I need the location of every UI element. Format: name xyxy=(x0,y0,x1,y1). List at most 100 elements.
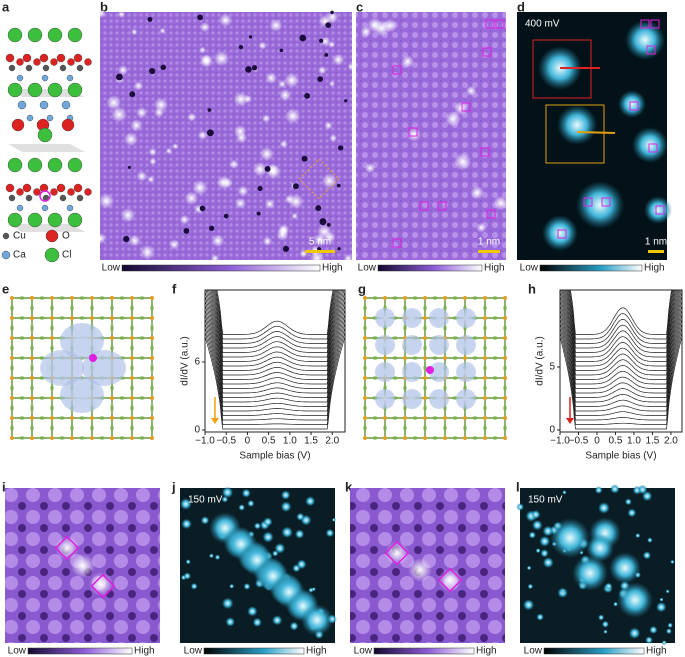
atom xyxy=(27,157,43,173)
spectrum xyxy=(560,300,682,394)
o xyxy=(423,405,427,411)
o xyxy=(412,296,418,300)
o xyxy=(432,296,438,300)
stm-image: 150 mV xyxy=(516,484,675,646)
orbital-lobe xyxy=(456,335,476,355)
o xyxy=(432,416,438,420)
o xyxy=(503,345,507,351)
o xyxy=(110,425,114,431)
bright-spot xyxy=(281,526,294,539)
o xyxy=(492,436,498,440)
orbital-lobe xyxy=(375,389,395,409)
x-axis-label: Sample bias (V) xyxy=(239,451,310,462)
dark-spot xyxy=(238,44,244,50)
cu xyxy=(363,296,367,300)
bright-spot xyxy=(438,568,462,592)
spectrum xyxy=(208,290,342,371)
marker xyxy=(480,147,490,157)
bright-spot xyxy=(647,537,653,543)
atom xyxy=(1,250,11,260)
o xyxy=(372,356,378,360)
o xyxy=(119,316,125,320)
bright-spot xyxy=(247,606,258,617)
bright-spot xyxy=(279,140,288,149)
bright-spot xyxy=(95,232,107,244)
lds-blob xyxy=(644,196,672,224)
spectrum xyxy=(566,290,676,353)
o xyxy=(70,305,74,311)
o xyxy=(483,305,487,311)
atom xyxy=(42,64,50,72)
o xyxy=(363,305,367,311)
cu xyxy=(50,316,54,320)
atom xyxy=(16,188,24,196)
y-tick-label: 5 xyxy=(549,362,555,373)
bright-spot xyxy=(288,193,304,210)
o xyxy=(10,325,14,331)
atom xyxy=(16,204,24,212)
cu xyxy=(90,316,94,320)
bright-spot xyxy=(476,222,487,233)
atom xyxy=(7,27,23,43)
o xyxy=(130,405,134,411)
x-tick-label: −0.5 xyxy=(569,436,589,447)
o xyxy=(432,356,438,360)
cu xyxy=(150,336,154,340)
atom xyxy=(56,183,66,193)
marker xyxy=(384,540,410,566)
colorbar xyxy=(373,647,475,655)
o xyxy=(472,436,478,440)
legend-text: Ca xyxy=(13,250,26,261)
o xyxy=(363,425,367,431)
bright-spot xyxy=(258,41,267,50)
o xyxy=(39,416,45,420)
bright-spot xyxy=(221,597,234,610)
cu xyxy=(30,356,34,360)
o xyxy=(10,305,14,311)
scale-bar xyxy=(305,250,335,253)
cu xyxy=(90,416,94,420)
spectrum xyxy=(560,318,682,412)
cu xyxy=(130,436,134,440)
atom xyxy=(7,212,23,228)
colorbar xyxy=(543,647,645,655)
dark-spot xyxy=(301,155,308,162)
spectrum xyxy=(560,336,682,430)
cu xyxy=(363,436,367,440)
o xyxy=(39,336,45,340)
atom xyxy=(7,82,23,98)
bright-spot xyxy=(528,531,536,539)
spectrum xyxy=(560,296,682,389)
dark-spot xyxy=(325,22,332,28)
o xyxy=(463,425,467,431)
bright-spot xyxy=(89,572,113,596)
o xyxy=(59,416,65,420)
bright-spot xyxy=(291,212,299,220)
lds-blob xyxy=(632,127,668,163)
cu xyxy=(423,396,427,400)
o xyxy=(139,376,145,380)
stm-image xyxy=(356,12,509,260)
bright-spot xyxy=(272,550,279,557)
marker xyxy=(557,229,567,239)
o xyxy=(10,365,14,371)
atom xyxy=(27,212,43,228)
cu xyxy=(10,316,14,320)
bright-spot xyxy=(343,253,353,264)
cu xyxy=(423,376,427,380)
roi xyxy=(298,158,340,200)
cu xyxy=(483,416,487,420)
bright-spot xyxy=(406,127,422,142)
bright-spot xyxy=(313,233,326,246)
panel-label: d xyxy=(517,0,525,14)
bright-spot xyxy=(562,490,567,495)
bright-spot xyxy=(531,509,541,520)
orbital-lobe xyxy=(375,362,395,382)
orbital-lobe xyxy=(429,335,449,355)
lds-blob xyxy=(542,215,578,251)
bright-spot xyxy=(328,40,336,48)
o xyxy=(483,345,487,351)
cu xyxy=(503,296,507,300)
bright-spot xyxy=(271,615,283,626)
marker xyxy=(437,201,447,211)
